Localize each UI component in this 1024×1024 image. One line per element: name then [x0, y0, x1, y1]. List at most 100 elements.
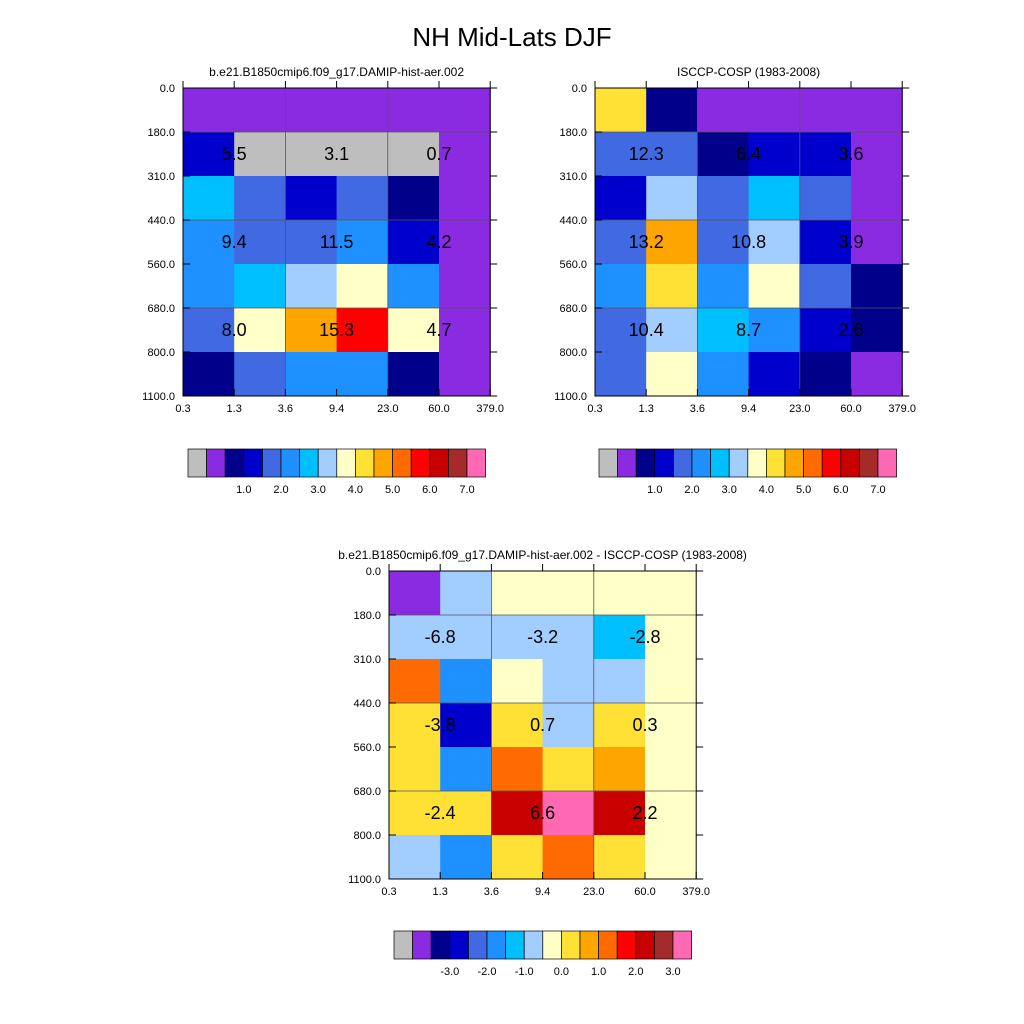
cell-value-label: 5.5 [222, 144, 247, 164]
y-tick-label: 440.0 [559, 215, 587, 227]
colorbar-swatch [392, 448, 412, 478]
cell-value-label: 0.3 [632, 715, 657, 735]
heatmap-cell [491, 703, 544, 748]
colorbar-swatch [224, 448, 245, 478]
colorbar-swatch [486, 930, 506, 960]
colorbar-swatch [317, 448, 338, 478]
heatmap-cell [387, 176, 440, 221]
heatmap-cell [697, 264, 750, 309]
cell-value-label: -2.8 [629, 627, 660, 647]
y-tick-label: 800.0 [559, 347, 587, 359]
colorbar-swatch [243, 448, 263, 478]
colorbar-swatch [280, 448, 300, 478]
heatmap-cell [646, 132, 698, 177]
heatmap-cell [697, 220, 750, 265]
x-tick-label: 0.3 [175, 403, 190, 415]
cell-value-label: 2.6 [838, 320, 863, 340]
cell-value-label: 9.4 [222, 232, 247, 252]
figure-title: NH Mid-Lats DJF [412, 22, 611, 52]
cell-value-label: 15.3 [319, 320, 354, 340]
panel-title: b.e21.B1850cmip6.f09_g17.DAMIP-hist-aer.… [209, 65, 464, 79]
x-tick-label: 3.6 [278, 403, 293, 415]
colorbar-label: 4.0 [348, 484, 363, 496]
colorbar-swatch [429, 448, 449, 478]
y-tick-label: 560.0 [353, 742, 381, 754]
heatmap-cell [440, 747, 492, 792]
heatmap-cell [234, 308, 286, 353]
heatmap-cell [439, 132, 491, 177]
heatmap-cell [748, 88, 801, 133]
colorbar-swatch [187, 448, 207, 478]
colorbar-label: -3.0 [440, 966, 459, 978]
heatmap-cell [387, 132, 440, 177]
y-tick-label: 310.0 [353, 654, 381, 666]
colorbar-swatch [654, 930, 674, 960]
cell-value-label: 12.3 [629, 144, 664, 164]
heatmap-cell [387, 308, 440, 353]
heatmap-cell [595, 264, 647, 309]
heatmap-cell [542, 835, 595, 880]
heatmap-cell [439, 220, 491, 265]
heatmap-cell [646, 352, 698, 397]
colorbar-swatch [635, 930, 655, 960]
heatmap-cell [593, 835, 646, 880]
heatmap-cell [645, 747, 697, 792]
cell-value-label: 6.6 [530, 803, 555, 823]
heatmap-cell [285, 308, 338, 353]
panels: b.e21.B1850cmip6.f09_g17.DAMIP-hist-aer.… [142, 65, 916, 978]
x-tick-label: 9.4 [329, 403, 344, 415]
colorbar-swatch [412, 930, 432, 960]
panel-title: ISCCP-COSP (1983-2008) [677, 65, 820, 79]
colorbar-label: 3.0 [722, 484, 737, 496]
y-tick-label: 680.0 [147, 303, 175, 315]
x-tick-label: 1.3 [227, 403, 242, 415]
colorbar-label: 3.0 [311, 484, 326, 496]
heatmap-cell [439, 176, 491, 221]
heatmap-cell [542, 747, 595, 792]
x-tick-label: 60.0 [840, 403, 861, 415]
heatmap-cell [542, 571, 595, 616]
x-tick-label: 3.6 [690, 403, 705, 415]
cell-value-label: 8.0 [222, 320, 247, 340]
heatmap-cell [748, 264, 801, 309]
cell-value-label: 3.6 [838, 144, 863, 164]
heatmap-cell [697, 308, 750, 353]
colorbar-swatch [430, 930, 451, 960]
colorbar-swatch [710, 448, 730, 478]
heatmap-cell [645, 571, 697, 616]
heatmap-cell [646, 176, 698, 221]
x-tick-label: 9.4 [741, 403, 756, 415]
colorbar-label: 6.0 [422, 484, 437, 496]
heatmap-cell [646, 88, 698, 133]
heatmap-cell [183, 88, 235, 133]
x-tick-label: 23.0 [377, 403, 398, 415]
heatmap-cell [336, 220, 389, 265]
cell-value-label: -6.8 [425, 627, 456, 647]
x-tick-label: 379.0 [888, 403, 916, 415]
heatmap-cell [851, 352, 903, 397]
heatmap-cell [285, 176, 338, 221]
colorbar-label: 7.0 [459, 484, 474, 496]
heatmap-cell [697, 132, 750, 177]
heatmap-cell [491, 747, 544, 792]
colorbar-swatch [262, 448, 282, 478]
heatmap-cell [336, 264, 389, 309]
colorbar-label: 6.0 [833, 484, 848, 496]
heatmap-cell [336, 176, 389, 221]
x-tick-label: 3.6 [484, 886, 499, 898]
heatmap-cell [593, 571, 646, 616]
heatmap-cell [491, 571, 544, 616]
heatmap-cell [491, 659, 544, 704]
colorbar-swatch [821, 448, 842, 478]
heatmap-cell [645, 615, 697, 660]
heatmap-cell [336, 132, 389, 177]
heatmap-cell [336, 308, 389, 353]
heatmap-cell [440, 571, 492, 616]
colorbar-swatch [598, 930, 618, 960]
heatmap-cell [439, 264, 491, 309]
heatmap-cell [748, 352, 801, 397]
colorbar-swatch [654, 448, 674, 478]
colorbar-swatch [206, 448, 226, 478]
heatmap-cell [389, 659, 441, 704]
cell-value-label: 0.7 [426, 144, 451, 164]
